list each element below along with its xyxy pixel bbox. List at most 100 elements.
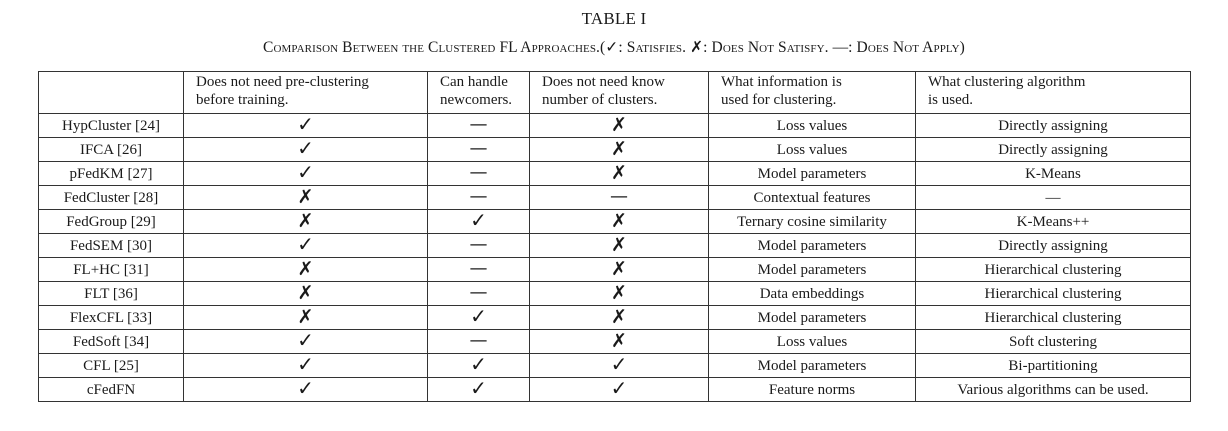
clustering-algorithm-cell-text: Hierarchical clustering xyxy=(984,261,1122,278)
column-header-line2: is used. xyxy=(928,92,973,108)
num-clusters-cell: — xyxy=(529,185,709,210)
cross-icon: ✗ xyxy=(611,281,627,304)
cross-icon: ✗ xyxy=(611,305,627,328)
clustering-info-cell-text: Loss values xyxy=(776,117,848,134)
check-icon: ✓ xyxy=(610,353,628,376)
clustering-algorithm-cell: Various algorithms can be used. xyxy=(915,377,1191,402)
pre-clustering-cell: ✓ xyxy=(183,113,428,138)
dash-icon: — xyxy=(469,282,488,303)
cross-icon: ✗ xyxy=(297,305,314,328)
method-cell-text: FlexCFL [33] xyxy=(69,309,153,326)
clustering-info-cell-text: Contextual features xyxy=(753,189,871,206)
method-cell-text: FedCluster [28] xyxy=(63,189,159,206)
table-row: FedSEM [30] ✓ — ✗ Model parameters Directly a… xyxy=(38,233,1191,258)
table-body: HypCluster [24] ✓ — ✗ Loss values Directly as… xyxy=(38,113,1191,402)
newcomers-cell: ✓ xyxy=(427,377,530,402)
cross-icon: ✗ xyxy=(611,113,627,136)
column-header-3: Does not need know number of clusters. xyxy=(529,71,709,114)
num-clusters-cell: ✗ xyxy=(529,329,709,354)
method-cell-text: FL+HC [31] xyxy=(73,261,149,278)
cross-icon: ✗ xyxy=(297,185,314,208)
clustering-info-cell-text: Loss values xyxy=(776,333,848,350)
method-cell-text: FedGroup [29] xyxy=(66,213,156,230)
clustering-algorithm-cell: K-Means xyxy=(915,161,1191,186)
table-row: FL+HC [31] ✗ — ✗ Model parameters Hierarchica… xyxy=(38,257,1191,282)
column-header-line1: Can handle xyxy=(440,74,508,90)
newcomers-cell: — xyxy=(427,185,530,210)
check-icon: ✓ xyxy=(297,137,314,160)
clustering-algorithm-cell-text: Directly assigning xyxy=(998,117,1108,134)
check-icon: ✓ xyxy=(297,329,314,352)
column-header-line2: newcomers. xyxy=(440,92,513,108)
clustering-info-cell: Contextual features xyxy=(708,185,916,210)
num-clusters-cell: ✗ xyxy=(529,281,709,306)
clustering-info-cell-text: Model parameters xyxy=(757,165,867,182)
clustering-algorithm-cell-text: Soft clustering xyxy=(1009,333,1097,350)
newcomers-cell: — xyxy=(427,281,530,306)
cross-icon: ✗ xyxy=(611,209,627,232)
method-cell: pFedKM [27] xyxy=(38,161,184,186)
clustering-algorithm-cell-text: Hierarchical clustering xyxy=(984,309,1122,326)
method-cell: cFedFN xyxy=(38,377,184,402)
cross-icon: ✗ xyxy=(297,209,314,232)
clustering-info-cell: Loss values xyxy=(708,329,916,354)
pre-clustering-cell: ✓ xyxy=(183,377,428,402)
cross-icon: ✗ xyxy=(611,233,627,256)
method-cell-text: cFedFN xyxy=(86,381,136,398)
clustering-info-cell: Model parameters xyxy=(708,305,916,330)
newcomers-cell: — xyxy=(427,161,530,186)
cross-icon: ✗ xyxy=(611,137,627,160)
newcomers-cell: — xyxy=(427,257,530,282)
dash-icon: — xyxy=(469,234,488,255)
method-cell: IFCA [26] xyxy=(38,137,184,162)
method-cell-text: IFCA [26] xyxy=(79,141,143,158)
method-cell-text: HypCluster [24] xyxy=(62,117,160,134)
num-clusters-cell: ✗ xyxy=(529,113,709,138)
method-cell: FL+HC [31] xyxy=(38,257,184,282)
num-clusters-cell: ✗ xyxy=(529,137,709,162)
column-header-line1: Does not need know xyxy=(542,74,665,90)
table-row: pFedKM [27] ✓ — ✗ Model parameters K-Means xyxy=(38,161,1191,186)
pre-clustering-cell: ✗ xyxy=(183,209,428,234)
check-icon: ✓ xyxy=(297,233,314,256)
newcomers-cell: ✓ xyxy=(427,305,530,330)
method-cell-text: pFedKM [27] xyxy=(69,165,153,182)
dash-icon: — xyxy=(469,114,488,135)
check-icon: ✓ xyxy=(470,377,487,400)
clustering-info-cell: Model parameters xyxy=(708,233,916,258)
clustering-algorithm-cell-text: Directly assigning xyxy=(998,141,1108,158)
num-clusters-cell: ✗ xyxy=(529,305,709,330)
column-header-1: Does not need pre-clustering before train… xyxy=(183,71,428,114)
clustering-algorithm-cell: Directly assigning xyxy=(915,137,1191,162)
column-header-line1: What clustering algorithm xyxy=(928,74,1086,90)
clustering-info-cell: Loss values xyxy=(708,113,916,138)
num-clusters-cell: ✗ xyxy=(529,209,709,234)
table-row: HypCluster [24] ✓ — ✗ Loss values Directly as… xyxy=(38,113,1191,138)
dash-icon: — xyxy=(610,186,628,207)
clustering-algorithm-cell: Bi-partitioning xyxy=(915,353,1191,378)
clustering-algorithm-cell: K-Means++ xyxy=(915,209,1191,234)
method-cell-text: FedSEM [30] xyxy=(69,237,153,254)
table-row: CFL [25] ✓ ✓ ✓ Model parameters Bi-partitioni… xyxy=(38,353,1191,378)
column-header-0 xyxy=(38,71,184,114)
clustering-info-cell: Feature norms xyxy=(708,377,916,402)
clustering-algorithm-cell: Directly assigning xyxy=(915,233,1191,258)
method-cell: FedSoft [34] xyxy=(38,329,184,354)
clustering-algorithm-cell-text: K-Means++ xyxy=(1016,213,1090,230)
newcomers-cell: — xyxy=(427,233,530,258)
clustering-algorithm-cell-text: Directly assigning xyxy=(998,237,1108,254)
table-row: FedSoft [34] ✓ — ✗ Loss values Soft clusterin… xyxy=(38,329,1191,354)
num-clusters-cell: ✓ xyxy=(529,377,709,402)
dash-icon: — xyxy=(469,186,488,207)
column-header-line1: What information is xyxy=(721,74,842,90)
clustering-info-cell-text: Model parameters xyxy=(757,357,867,374)
method-cell: HypCluster [24] xyxy=(38,113,184,138)
clustering-algorithm-cell: Directly assigning xyxy=(915,113,1191,138)
clustering-algorithm-cell-text: — xyxy=(1045,189,1061,206)
num-clusters-cell: ✗ xyxy=(529,161,709,186)
clustering-info-cell-text: Model parameters xyxy=(757,237,867,254)
clustering-algorithm-cell-text: Bi-partitioning xyxy=(1008,357,1098,374)
clustering-info-cell: Ternary cosine similarity xyxy=(708,209,916,234)
header-row: Does not need pre-clustering before train… xyxy=(38,71,1191,114)
check-icon: ✓ xyxy=(470,305,487,328)
